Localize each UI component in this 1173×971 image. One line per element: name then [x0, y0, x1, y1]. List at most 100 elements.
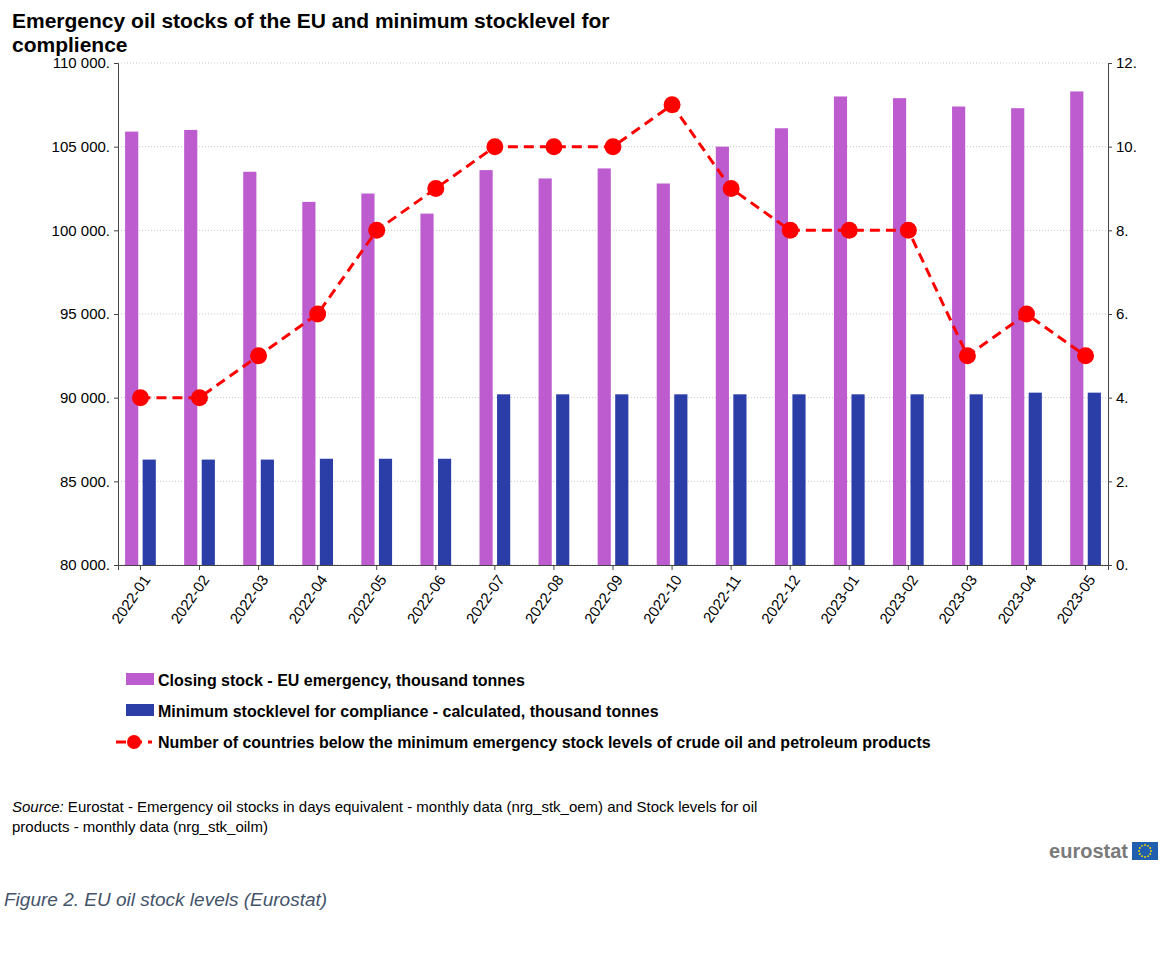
tick: 2022-05 [344, 565, 390, 626]
tick-label: 12. [1116, 54, 1137, 71]
tick-label: 2023-04 [994, 572, 1040, 627]
tick-mark [908, 565, 909, 570]
tick-mark [258, 565, 259, 570]
tick-label: 90 000. [60, 389, 110, 406]
bar [480, 170, 493, 565]
bar [125, 132, 138, 565]
tick-label: 2022-08 [521, 572, 567, 627]
marker [723, 180, 740, 197]
line [140, 105, 1085, 398]
source: Source: Eurostat - Emergency oil stocks … [12, 798, 757, 815]
tick-mark [1108, 230, 1112, 231]
tick: 90 000. [60, 389, 118, 406]
title: Emergency oil stocks of the EU and minim… [12, 9, 610, 56]
source: products - monthly data (nrg_stk_oilm) [12, 818, 268, 835]
tick-mark [613, 565, 614, 570]
tick: 2022-10 [640, 565, 686, 626]
grid-line [118, 63, 1108, 64]
tick-mark [114, 63, 118, 64]
bar [1070, 91, 1083, 565]
tick-label: 2022-10 [640, 572, 686, 627]
tick: 2022-07 [462, 565, 508, 626]
tick: 2023-02 [876, 565, 922, 626]
tick: 2022-02 [167, 565, 213, 626]
marker [1077, 347, 1094, 364]
tick-label: 4. [1116, 389, 1129, 406]
marker [959, 347, 976, 364]
logo-star [1141, 845, 1143, 847]
tick: 12. [1108, 54, 1137, 71]
bar [497, 394, 510, 565]
tick: 85 000. [60, 473, 118, 490]
tick-mark [1108, 481, 1112, 482]
tick-label: 2022-11 [699, 572, 744, 626]
tick-label: 10. [1116, 138, 1137, 155]
bar [438, 459, 451, 565]
bar [243, 172, 256, 565]
tick: 80 000. [60, 556, 118, 573]
tick-mark [1026, 565, 1027, 570]
tick: 2023-01 [817, 565, 863, 626]
axis-line [114, 64, 119, 566]
tick-label: 2023-02 [876, 572, 922, 627]
legend-marker [127, 735, 141, 749]
tick: 95 000. [60, 305, 118, 322]
bar [539, 178, 552, 565]
bar [202, 460, 215, 565]
tick-mark [1108, 398, 1112, 399]
tick: 105 000. [52, 138, 118, 155]
logo-text: eurostat [1049, 840, 1128, 862]
tick-label: 110 000. [53, 54, 110, 71]
logo-star [1147, 855, 1149, 857]
marker [427, 180, 444, 197]
tick-label: 2022-06 [403, 572, 449, 627]
marker [250, 347, 267, 364]
tick-mark [114, 481, 118, 482]
bar [420, 214, 433, 565]
tick-mark [1108, 63, 1112, 64]
tick-label: 2023-05 [1053, 572, 1099, 627]
legend-swatch [126, 704, 154, 716]
tick: 6. [1108, 305, 1129, 322]
bar [716, 147, 729, 565]
legend-label: Closing stock - EU emergency, thousand t… [158, 672, 525, 689]
tick: 2022-04 [285, 565, 331, 626]
bar [302, 202, 315, 565]
bar [184, 130, 197, 565]
plot-area [125, 91, 1101, 565]
bar [598, 168, 611, 565]
bar [361, 194, 374, 565]
tick: 2022-06 [403, 565, 449, 626]
marker [841, 222, 858, 239]
marker [545, 138, 562, 155]
bar [970, 394, 983, 565]
bar [733, 394, 746, 565]
tick-label: 100 000. [52, 222, 110, 239]
logo: eurostat [1049, 840, 1158, 862]
tick-mark [114, 314, 118, 315]
marker [309, 306, 326, 323]
tick-label: 2022-07 [462, 572, 508, 627]
tick-mark [114, 398, 118, 399]
tick: 110 000. [53, 54, 118, 71]
bar [1011, 108, 1024, 565]
bar [261, 460, 274, 565]
logo-star [1141, 855, 1143, 857]
logo-star [1139, 847, 1141, 849]
tick-label: 2022-03 [226, 572, 272, 627]
tick-label: 2022-05 [344, 572, 390, 627]
tick-mark [494, 565, 495, 570]
tick-label: 2. [1116, 473, 1129, 490]
marker [132, 389, 149, 406]
bar [1029, 393, 1042, 565]
tick-mark [114, 565, 118, 566]
logo-star [1147, 845, 1149, 847]
bar [379, 459, 392, 565]
bar [851, 394, 864, 565]
logo-star [1149, 853, 1151, 855]
tick-label: 2022-09 [580, 572, 626, 627]
caption: Figure 2. EU oil stock levels (Eurostat) [4, 889, 327, 910]
tick-label: 80 000. [60, 556, 110, 573]
tick: 2023-05 [1053, 565, 1099, 626]
marker [605, 138, 622, 155]
